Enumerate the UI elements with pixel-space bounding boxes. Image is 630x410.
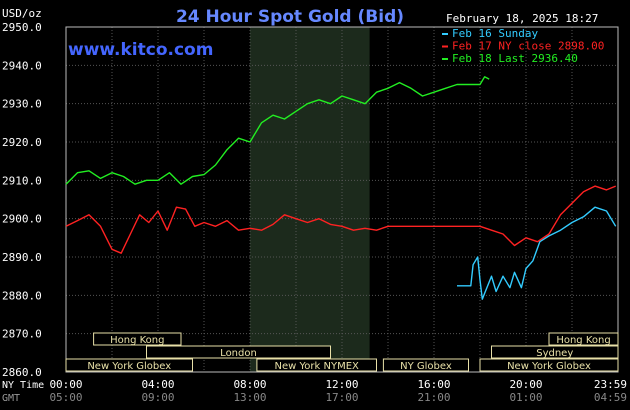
market-hours-bar: [479, 358, 619, 372]
gmt-time-tick: 04:59: [594, 391, 627, 404]
market-label: New York NYMEX: [275, 361, 360, 372]
ny-time-tick: 00:00: [49, 378, 82, 391]
y-tick-label: 2890.0: [2, 251, 42, 264]
website-link[interactable]: www.kitco.com: [68, 40, 213, 60]
y-tick-label: 2900.0: [2, 213, 42, 226]
market-label: London: [220, 348, 257, 359]
y-tick-label: 2940.0: [2, 59, 42, 72]
units-label: USD/oz: [2, 7, 42, 20]
market-label: Hong Kong: [110, 335, 164, 346]
y-tick-label: 2870.0: [2, 328, 42, 341]
market-hours-bar: [256, 358, 377, 372]
market-label: Sydney: [536, 348, 573, 359]
gmt-time-tick: 05:00: [49, 391, 82, 404]
ny-time-tick: 12:00: [325, 378, 358, 391]
market-label: New York Globex: [87, 361, 171, 372]
y-tick-label: 2920.0: [2, 136, 42, 149]
market-hours-bar: [491, 345, 619, 359]
y-tick-label: 2880.0: [2, 289, 42, 302]
gmt-time-tick: 01:00: [509, 391, 542, 404]
series-line-1: [457, 206, 617, 300]
series-layer: [65, 76, 617, 300]
shaded-session-layer: [250, 27, 370, 372]
datetime-label[interactable]: February 18, 2025 18:27: [446, 12, 598, 25]
gmt-row-label: GMT: [2, 393, 20, 404]
plot-frame: [65, 26, 619, 373]
market-hours-bars: Hong Kong Hong Kong London Sydney New York G…: [65, 332, 619, 372]
y-tick-label: 2930.0: [2, 98, 42, 111]
ny-time-row-label: NY Time: [2, 380, 44, 391]
market-hours-bar: [93, 332, 182, 346]
ny-time-tick: 16:00: [417, 378, 450, 391]
ny-time-tick: 23:59: [594, 378, 627, 391]
legend-item: Feb 17 NY close 2898.00: [452, 40, 604, 53]
gmt-time-tick: 13:00: [233, 391, 266, 404]
market-label: NY Globex: [400, 361, 452, 372]
chart-title: 24 Hour Spot Gold (Bid): [176, 7, 404, 27]
market-hours-bar: [146, 345, 331, 359]
market-label: New York Globex: [507, 361, 591, 372]
ny-time-tick: 20:00: [509, 378, 542, 391]
market-hours-bar: [548, 332, 619, 346]
market-label: Hong Kong: [556, 335, 610, 346]
ny-time-tick: 08:00: [233, 378, 266, 391]
market-hours-bar: [65, 358, 193, 372]
y-tick-labels: 2950.0 2940.0 2930.0 2920.0 2910.0 2900.0 2890…: [2, 21, 42, 379]
legend-item: Feb 18 Last 2936.40: [452, 52, 578, 65]
series-line-2: [65, 185, 616, 254]
y-tick-label: 2860.0: [2, 366, 42, 379]
gmt-time-tick: 09:00: [141, 391, 174, 404]
y-tick-label: 2910.0: [2, 174, 42, 187]
gmt-time-tick: 21:00: [417, 391, 450, 404]
y-tick-label: 2950.0: [2, 21, 42, 34]
shaded-session: [250, 27, 370, 372]
market-hours-bar: [382, 358, 469, 372]
series-line-3: [65, 76, 490, 185]
legend-item: Feb 16 Sunday: [452, 27, 538, 40]
ny-time-tick: 04:00: [141, 378, 174, 391]
gmt-time-tick: 17:00: [325, 391, 358, 404]
